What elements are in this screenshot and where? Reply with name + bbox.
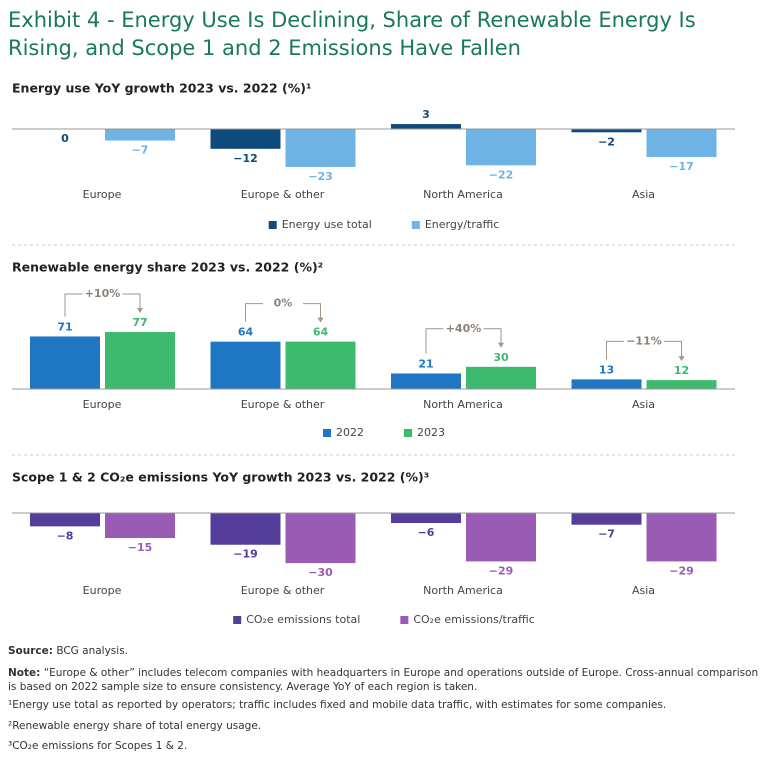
annotation: 0% [274, 297, 293, 310]
annotation-arrow [498, 342, 504, 348]
bar [571, 379, 642, 389]
x-tick-label: North America [423, 398, 503, 411]
bar [285, 513, 356, 564]
note: Note: “Europe & other” includes telecom … [8, 666, 760, 694]
legend-swatch [233, 616, 242, 624]
value-label: −19 [233, 548, 258, 561]
annotation-bg [443, 321, 484, 336]
x-tick-label: Europe & other [241, 584, 325, 597]
bar [391, 124, 461, 129]
legend-label: 2023 [417, 426, 445, 439]
note-label: Note: [8, 667, 41, 679]
legend-swatch [400, 616, 409, 624]
annotation-arrow [678, 356, 685, 362]
value-label: 77 [132, 316, 147, 329]
x-tick-label: Europe [83, 584, 122, 597]
legend-swatch [268, 221, 277, 229]
bar [30, 513, 100, 527]
value-label: −30 [308, 566, 333, 579]
legend-swatch [323, 429, 331, 437]
value-label: −12 [233, 152, 258, 165]
x-tick-label: North America [423, 584, 503, 597]
charts: Energy use YoY growth 2023 vs. 2022 (%)¹… [12, 81, 735, 626]
footnote: ¹Energy use total as reported by operato… [8, 699, 667, 711]
bar [210, 513, 281, 545]
value-label: 13 [599, 363, 614, 376]
value-label: 64 [238, 326, 254, 339]
bar [646, 380, 717, 389]
value-label: 30 [493, 351, 509, 364]
value-label: 3 [422, 108, 430, 121]
annotation-bg [82, 287, 123, 302]
legend-swatch [404, 429, 412, 437]
note-text: “Europe & other” includes telecom compan… [8, 667, 759, 693]
value-label: −15 [128, 541, 153, 554]
annotation: +10% [85, 287, 121, 300]
value-label: 12 [674, 364, 689, 377]
value-label: −22 [489, 168, 514, 181]
bar [646, 513, 717, 562]
chart-title: Renewable energy share 2023 vs. 2022 (%)… [12, 260, 323, 275]
value-label: −29 [489, 564, 514, 577]
annotation-arrow [317, 317, 324, 323]
x-tick-label: Europe & other [241, 398, 325, 411]
x-tick-label: Asia [632, 188, 655, 201]
footnote: ³CO₂e emissions for Scopes 1 & 2. [8, 740, 188, 752]
bar [571, 513, 642, 525]
legend-label: CO₂e emissions/traffic [413, 613, 534, 626]
value-label: 21 [418, 357, 433, 370]
bar [105, 332, 175, 389]
x-tick-label: Europe & other [241, 188, 325, 201]
value-label: −2 [598, 135, 615, 148]
bar [466, 366, 536, 389]
source-text: BCG analysis. [56, 645, 129, 657]
bar [210, 341, 281, 389]
bar [466, 129, 536, 166]
bar [391, 373, 461, 389]
value-label: −17 [669, 160, 694, 173]
annotation-bg [263, 296, 303, 311]
bar [466, 513, 536, 562]
annotation-bg [624, 334, 664, 349]
x-tick-label: Europe [83, 188, 122, 201]
legend-label: Energy/traffic [425, 218, 499, 231]
value-label: −23 [308, 170, 333, 183]
bar [210, 129, 281, 149]
x-tick-label: Asia [632, 584, 655, 597]
bar [646, 129, 717, 158]
legend-label: 2022 [336, 426, 364, 439]
exhibit-title: Exhibit 4 - Energy Use Is Declining, Sha… [8, 8, 696, 60]
x-tick-label: North America [423, 188, 503, 201]
bar [105, 513, 175, 539]
annotation: +40% [446, 322, 482, 335]
value-label: −7 [132, 144, 149, 157]
value-label: 0 [61, 132, 69, 145]
legend-swatch [411, 221, 420, 229]
bar [285, 129, 356, 167]
value-label: 64 [313, 326, 329, 339]
value-label: −7 [598, 528, 615, 541]
value-label: 71 [57, 320, 72, 333]
x-tick-label: Europe [83, 398, 122, 411]
annotation: −11% [626, 334, 662, 347]
legend-label: Energy use total [282, 218, 372, 231]
footnote: ²Renewable energy share of total energy … [8, 720, 262, 732]
value-label: −6 [418, 526, 435, 539]
source-label: Source: [8, 645, 53, 657]
annotation-arrow [137, 308, 143, 314]
bar [105, 129, 175, 141]
bar [391, 513, 461, 524]
source: Source: BCG analysis. [8, 644, 760, 658]
bar [285, 341, 356, 389]
chart-title: Energy use YoY growth 2023 vs. 2022 (%)¹ [12, 81, 311, 96]
chart-title: Scope 1 & 2 CO₂e emissions YoY growth 20… [12, 470, 429, 485]
value-label: −8 [57, 529, 74, 542]
legend-label: CO₂e emissions total [246, 613, 360, 626]
bar [30, 336, 100, 389]
value-label: −29 [669, 564, 694, 577]
x-tick-label: Asia [632, 398, 655, 411]
bar [571, 129, 642, 133]
